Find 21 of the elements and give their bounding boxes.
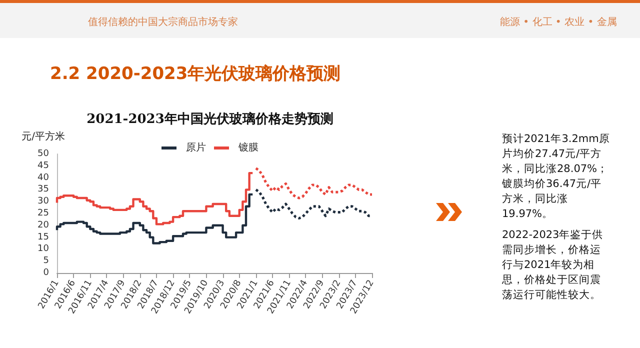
y-tick-label: 40 bbox=[38, 172, 50, 183]
text: 预计2021年3.2mm原片均价27.47元/平方米，同比涨28.07%；镀膜均价36.47元/平方米，同比涨19.97%。 bbox=[502, 132, 610, 222]
chart-title: 2021-2023年中国光伏玻璃价格走势预测 bbox=[86, 111, 334, 127]
y-tick-label: 15 bbox=[38, 232, 49, 242]
legend-label: 原片 bbox=[186, 142, 206, 154]
y-tick-label: 35 bbox=[38, 184, 49, 195]
text: 2022-2023年鉴于供需同步增长，价格运行与2021年较为相思，价格处于区间震荡运行可能性较大。 bbox=[502, 228, 604, 303]
y-tick-label: 20 bbox=[38, 220, 50, 230]
y-tick-label: 30 bbox=[38, 196, 50, 207]
text: 2.2 2020-2023年光伏玻璃价格预测 bbox=[50, 63, 341, 85]
legend-label: 镀膜 bbox=[238, 142, 258, 154]
y-tick-label: 50 bbox=[38, 149, 50, 159]
y-tick-label: 45 bbox=[38, 160, 49, 171]
text: 值得信赖的中国大宗商品市场专家 bbox=[88, 16, 238, 29]
y-tick-label: 5 bbox=[43, 256, 49, 266]
line-series bbox=[254, 167, 374, 200]
y-axis-title: 元/平方米 bbox=[22, 130, 65, 142]
y-tick-label: 25 bbox=[38, 208, 49, 218]
y-tick-label: 0 bbox=[43, 268, 50, 278]
text: 能源 • 化工 • 农业 • 金属 bbox=[500, 16, 617, 29]
y-tick-label: 10 bbox=[38, 244, 50, 254]
